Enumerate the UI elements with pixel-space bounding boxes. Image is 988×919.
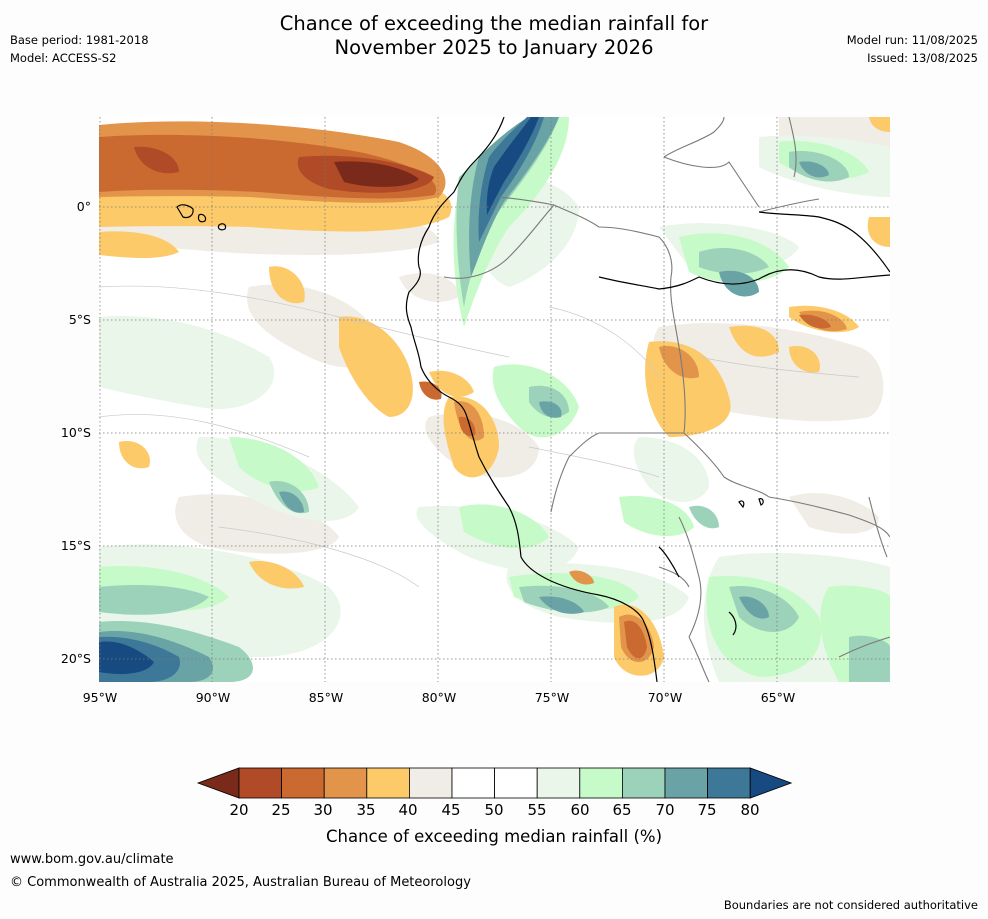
legend-tick: 55 (527, 801, 547, 819)
contour-lines (99, 285, 860, 588)
base-period-text: Base period: 1981-2018 (10, 33, 149, 47)
legend-swatch (408, 767, 453, 799)
legend-swatch (579, 767, 623, 799)
rainfall-probability-map (99, 117, 890, 682)
lon-label-90w: 90°W (195, 690, 231, 705)
legend-tick: 75 (697, 801, 717, 819)
legend-tick: 80 (740, 801, 760, 819)
legend-swatch (494, 767, 538, 799)
website-link[interactable]: www.bom.gov.au/climate (10, 852, 174, 867)
lat-label-5s: 5°S (68, 312, 91, 327)
lon-label-75w: 75°W (534, 690, 570, 705)
legend-tick: 20 (229, 801, 249, 819)
lat-label-0: 0° (76, 199, 91, 214)
legend-tick: 30 (313, 801, 333, 819)
legend-tick: 40 (398, 801, 418, 819)
lat-label-10s: 10°S (60, 425, 91, 440)
legend-swatch (366, 767, 410, 799)
map-canvas (99, 117, 890, 682)
metadata-left: Base period: 1981-2018 Model: ACCESS-S2 (10, 31, 149, 67)
legend-swatch (238, 767, 282, 799)
lon-label-80w: 80°W (421, 690, 457, 705)
legend-swatch (536, 767, 581, 799)
map-title: Chance of exceeding the median rainfall … (0, 12, 988, 60)
legend-swatch (323, 767, 368, 799)
country-boundaries (443, 117, 890, 682)
legend-swatch (621, 767, 666, 799)
lat-label-15s: 15°S (60, 538, 91, 553)
legend-swatch-below (196, 767, 240, 799)
lon-label-85w: 85°W (308, 690, 344, 705)
legend-tick: 60 (570, 801, 590, 819)
legend-colorbar (190, 760, 800, 804)
legend-swatch (281, 767, 325, 799)
legend-tick: 70 (655, 801, 675, 819)
legend-title: Chance of exceeding median rainfall (%) (325, 827, 663, 846)
colorbar-svg (196, 767, 793, 799)
disclaimer-text: Boundaries are not considered authoritat… (723, 898, 978, 912)
legend-swatch (451, 767, 495, 799)
coastlines (176, 117, 890, 682)
lon-label-65w: 65°W (760, 690, 796, 705)
lon-label-95w: 95°W (82, 690, 118, 705)
issued-text: Issued: 13/08/2025 (867, 51, 978, 65)
legend-swatch-above (749, 767, 793, 799)
model-text: Model: ACCESS-S2 (10, 51, 117, 65)
legend-swatch (664, 767, 708, 799)
model-run-text: Model run: 11/08/2025 (846, 33, 978, 47)
copyright-text: © Commonwealth of Australia 2025, Austra… (10, 875, 471, 890)
lon-label-70w: 70°W (647, 690, 683, 705)
title-line-1: Chance of exceeding the median rainfall … (279, 12, 709, 35)
legend-tick: 25 (271, 801, 291, 819)
legend-swatch (707, 767, 751, 799)
legend-tick: 45 (441, 801, 461, 819)
legend-tick: 35 (356, 801, 376, 819)
legend-tick: 50 (484, 801, 504, 819)
metadata-right: Model run: 11/08/2025 Issued: 13/08/2025 (847, 31, 978, 67)
title-line-2: November 2025 to January 2026 (334, 36, 654, 59)
lat-label-20s: 20°S (60, 651, 91, 666)
legend-tick: 65 (612, 801, 632, 819)
